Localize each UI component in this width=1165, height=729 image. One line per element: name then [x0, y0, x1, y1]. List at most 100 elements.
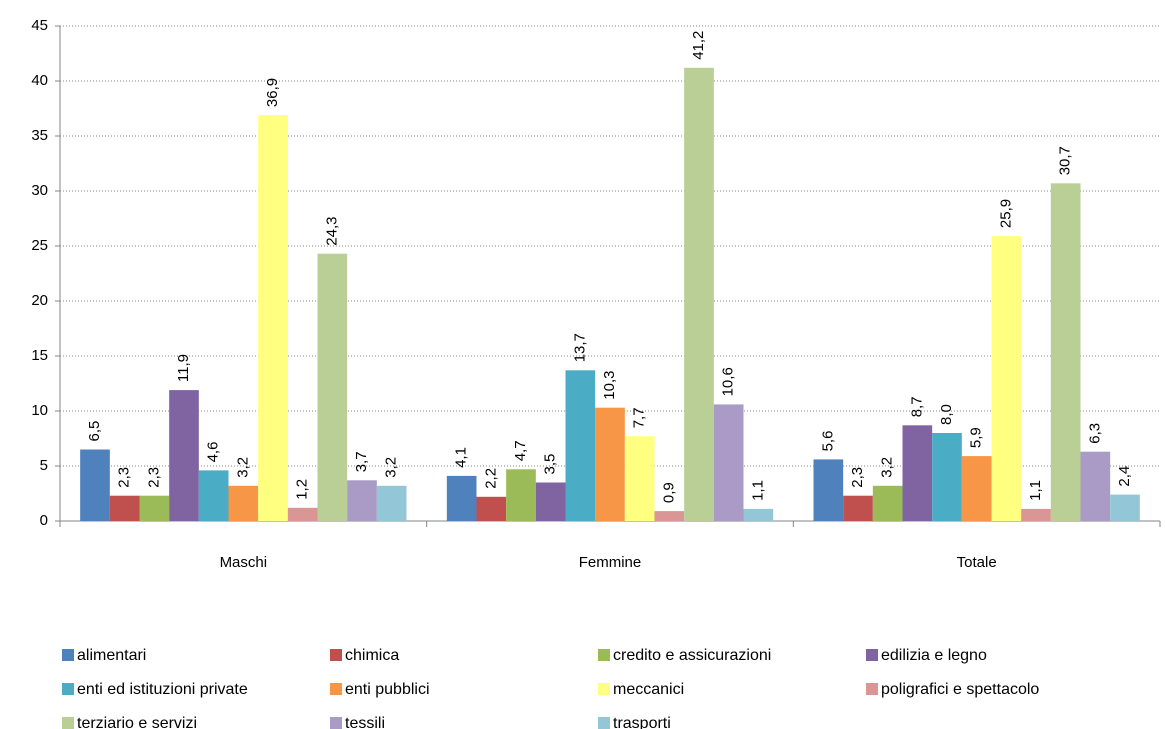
data-label: 11,9 — [175, 354, 192, 382]
data-label: 3,2 — [383, 457, 400, 478]
y-tick-label: 25 — [31, 237, 48, 254]
data-label: 2,3 — [116, 467, 133, 488]
y-tick-label: 5 — [40, 457, 48, 474]
bar — [258, 115, 288, 521]
data-label: 4,6 — [205, 442, 222, 463]
data-label: 3,5 — [542, 454, 559, 475]
data-label: 2,4 — [1116, 466, 1133, 487]
legend-text: trasporti — [613, 715, 671, 729]
data-label: 1,2 — [294, 479, 311, 500]
bar — [624, 436, 655, 521]
legend-swatch — [62, 649, 74, 661]
bar — [228, 485, 259, 521]
y-tick-label: 40 — [31, 72, 48, 89]
bar — [347, 480, 377, 521]
data-label: 36,9 — [264, 78, 281, 107]
legend-swatch — [598, 649, 610, 661]
bar — [376, 485, 407, 521]
bar — [1080, 451, 1111, 521]
bar — [961, 456, 992, 521]
legend-text: chimica — [345, 647, 399, 664]
data-label: 30,7 — [1057, 146, 1074, 175]
legend-text: alimentari — [77, 647, 146, 664]
bar — [843, 495, 873, 521]
legend-swatch — [866, 683, 878, 695]
data-label: 41,2 — [690, 31, 707, 60]
data-label: 0,9 — [660, 482, 677, 503]
bar — [169, 390, 199, 521]
legend-text: terziario e servizi — [77, 715, 197, 729]
y-tick-label: 30 — [31, 182, 48, 199]
bar — [684, 67, 714, 522]
data-label: 2,2 — [482, 468, 499, 489]
bar — [476, 496, 507, 521]
data-label: 5,9 — [968, 427, 985, 448]
data-label: 25,9 — [997, 199, 1014, 228]
legend-text: enti ed istituzioni private — [77, 681, 248, 698]
bar — [446, 475, 477, 521]
data-label: 10,3 — [601, 370, 618, 399]
data-label: 13,7 — [571, 333, 588, 362]
bar — [932, 433, 962, 521]
legend-text: edilizia e legno — [881, 647, 987, 664]
y-tick-label: 20 — [31, 292, 48, 309]
legend-swatch — [330, 717, 342, 729]
legend-swatch — [598, 717, 610, 729]
bar — [139, 495, 170, 521]
y-tick-label: 45 — [31, 17, 48, 34]
data-label: 1,1 — [749, 480, 766, 501]
bar — [535, 482, 566, 521]
legend-text: enti pubblici — [345, 681, 430, 698]
y-tick-label: 15 — [31, 347, 48, 364]
legend-swatch — [598, 683, 610, 695]
data-label: 3,2 — [879, 457, 896, 478]
data-label: 4,7 — [512, 440, 529, 461]
y-tick-label: 35 — [31, 127, 48, 144]
data-label: 8,7 — [908, 396, 925, 417]
legend-swatch — [62, 683, 74, 695]
x-tick-label: Totale — [957, 554, 997, 571]
legend-text: poligrafici e spettacolo — [881, 681, 1039, 698]
y-tick-label: 10 — [31, 402, 48, 419]
data-label: 2,3 — [849, 467, 866, 488]
legend-swatch — [330, 683, 342, 695]
data-label: 3,2 — [234, 457, 251, 478]
data-label: 6,5 — [86, 421, 103, 442]
data-label: 5,6 — [819, 431, 836, 452]
bar — [109, 495, 140, 521]
bar — [902, 425, 933, 521]
bar — [1021, 508, 1051, 521]
bar — [506, 469, 536, 521]
bar — [1110, 494, 1140, 521]
legend-text: tessili — [345, 715, 385, 729]
bar — [654, 511, 685, 521]
legend-text: credito e assicurazioni — [613, 647, 771, 664]
bar — [565, 370, 596, 521]
data-label: 4,1 — [453, 447, 470, 468]
bar — [872, 485, 903, 521]
data-label: 1,1 — [1027, 480, 1044, 501]
bar — [991, 236, 1022, 521]
x-tick-label: Femmine — [579, 554, 642, 571]
bar — [813, 459, 844, 521]
y-tick-label: 0 — [40, 512, 48, 529]
bar — [595, 407, 625, 521]
bar — [198, 470, 229, 521]
bar — [743, 508, 774, 521]
legend-text: meccanici — [613, 681, 684, 698]
data-label: 7,7 — [631, 407, 648, 428]
data-label: 8,0 — [938, 404, 955, 425]
x-tick-label: Maschi — [220, 554, 268, 571]
data-label: 10,6 — [720, 367, 737, 396]
bar — [80, 449, 110, 521]
legend-swatch — [330, 649, 342, 661]
bar — [1050, 183, 1081, 522]
data-label: 6,3 — [1086, 423, 1103, 444]
bar — [317, 253, 348, 521]
data-label: 24,3 — [323, 216, 340, 245]
bar — [287, 507, 318, 521]
data-label: 2,3 — [145, 467, 162, 488]
bar — [713, 404, 744, 521]
data-label: 3,7 — [353, 451, 370, 472]
